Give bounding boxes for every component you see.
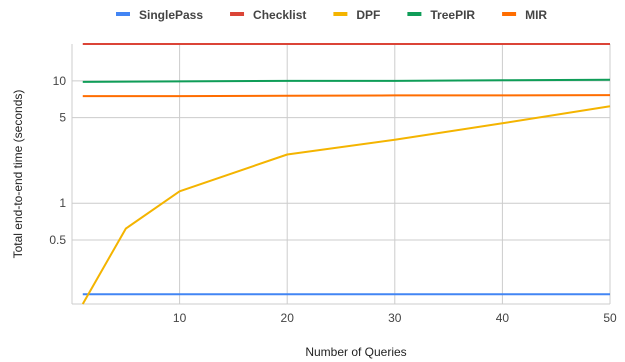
legend-swatch-dpf bbox=[333, 12, 348, 16]
legend-swatch-treepir bbox=[407, 12, 422, 16]
y-tick-label: 5 bbox=[59, 111, 66, 125]
legend-label-checklist: Checklist bbox=[253, 8, 306, 22]
x-tick-label: 10 bbox=[173, 311, 187, 325]
y-tick-label: 10 bbox=[53, 74, 67, 88]
legend-swatch-mir bbox=[502, 12, 517, 16]
series-line-mir bbox=[82, 94, 611, 98]
x-tick-label: 20 bbox=[281, 311, 295, 325]
legend-item-dpf: DPF bbox=[333, 8, 380, 22]
series-line-dpf bbox=[81, 105, 611, 305]
legend-label-treepir: TreePIR bbox=[430, 8, 475, 22]
legend-label-dpf: DPF bbox=[356, 8, 380, 22]
legend-label-singlepass: SinglePass bbox=[139, 8, 203, 22]
gridlines bbox=[71, 44, 611, 305]
legend: SinglePass Checklist DPF TreePIR MIR bbox=[116, 8, 547, 22]
y-tick-label: 1 bbox=[59, 196, 66, 210]
series-line-treepir bbox=[82, 78, 611, 83]
x-tick-label: 30 bbox=[388, 311, 402, 325]
x-axis-title: Number of Queries bbox=[305, 345, 406, 359]
legend-swatch-singlepass bbox=[116, 12, 130, 16]
series-lines bbox=[81, 43, 611, 305]
y-tick-label: 0.5 bbox=[49, 233, 66, 247]
legend-label-mir: MIR bbox=[525, 8, 547, 22]
legend-item-singlepass: SinglePass bbox=[116, 8, 203, 22]
y-axis-title: Total end-to-end time (seconds) bbox=[11, 90, 25, 259]
legend-item-treepir: TreePIR bbox=[407, 8, 475, 22]
x-tick-label: 40 bbox=[496, 311, 510, 325]
legend-swatch-checklist bbox=[230, 12, 245, 16]
legend-item-checklist: Checklist bbox=[230, 8, 306, 22]
legend-item-mir: MIR bbox=[502, 8, 547, 22]
tick-labels: 10 20 30 40 50 0.5 1 5 10 bbox=[49, 74, 617, 325]
x-tick-label: 50 bbox=[603, 311, 617, 325]
